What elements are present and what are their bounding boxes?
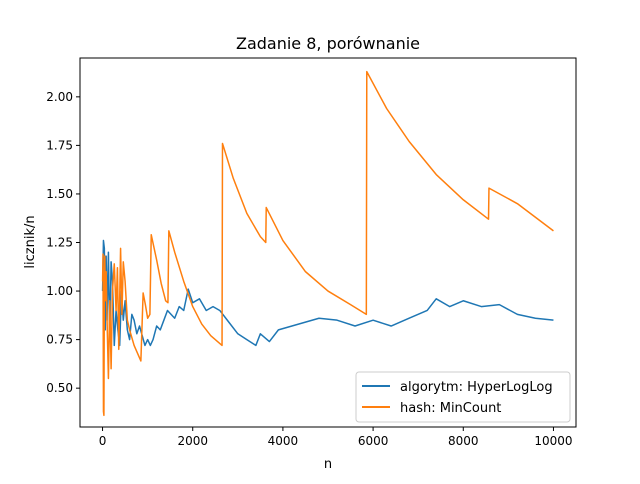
- y-tick-label: 0.50: [46, 381, 73, 395]
- y-tick-label: 0.75: [46, 333, 73, 347]
- series-line-hyperloglog: [101, 239, 554, 347]
- y-axis-ticks: 0.50 0.75 1.00 1.25 1.50 1.75 2.00: [46, 90, 80, 395]
- y-tick-label: 1.25: [46, 236, 73, 250]
- x-axis-ticks: 0 2000 4000 6000 8000 10000: [99, 427, 573, 448]
- x-tick-label: 0: [99, 434, 107, 448]
- y-tick-label: 2.00: [46, 90, 73, 104]
- x-tick-label: 8000: [448, 434, 479, 448]
- legend-label-hyperloglog: algorytm: HyperLogLog: [400, 380, 553, 395]
- x-tick-label: 6000: [358, 434, 389, 448]
- legend-label-mincount: hash: MinCount: [400, 401, 501, 416]
- series-line-mincount: [101, 70, 554, 417]
- series-layer: [101, 70, 554, 417]
- legend: algorytm: HyperLogLog hash: MinCount: [355, 371, 571, 423]
- legend-box: [355, 371, 571, 423]
- x-axis-label: n: [324, 457, 332, 472]
- y-tick-label: 1.50: [46, 187, 73, 201]
- y-tick-label: 1.00: [46, 284, 73, 298]
- y-axis-label: licznik/n: [23, 215, 38, 268]
- x-tick-label: 4000: [268, 434, 299, 448]
- x-tick-label: 10000: [534, 434, 572, 448]
- chart-title: Zadanie 8, porównanie: [236, 34, 420, 53]
- y-tick-label: 1.75: [46, 138, 73, 152]
- x-tick-label: 2000: [177, 434, 208, 448]
